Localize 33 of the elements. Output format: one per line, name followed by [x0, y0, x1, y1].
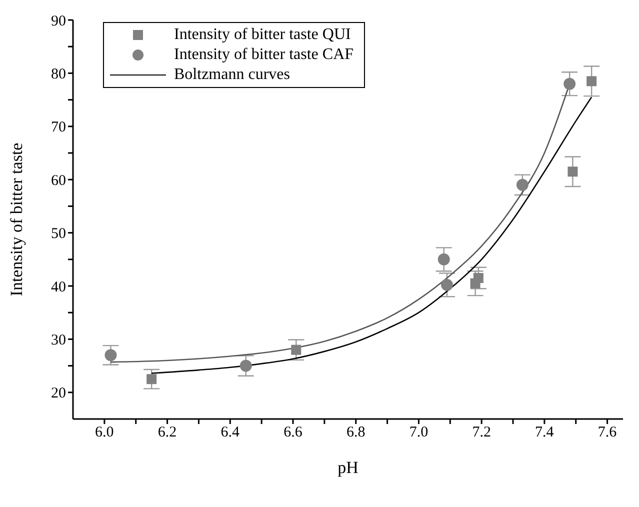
x-tick-label: 7.2	[472, 424, 491, 441]
point	[516, 178, 528, 191]
y-tick-label: 20	[51, 386, 66, 402]
y-tick-label: 30	[51, 332, 66, 349]
point	[441, 278, 453, 291]
x-tick-label: 7.0	[409, 424, 428, 441]
point	[438, 253, 450, 266]
point	[564, 78, 576, 90]
point	[473, 273, 484, 284]
legend-label: Intensity of bitter taste QUI	[174, 26, 351, 44]
legend-label: Boltzmann curves	[174, 66, 290, 84]
x-axis-title: pH	[338, 458, 358, 477]
point	[291, 344, 302, 355]
y-tick-label: 70	[51, 120, 66, 136]
x-tick-label: 6.6	[284, 424, 303, 441]
y-tick-label: 40	[51, 279, 66, 296]
y-tick-label: 80	[51, 66, 66, 83]
y-tick-label: 60	[51, 172, 66, 189]
point	[586, 76, 597, 86]
point	[146, 374, 157, 384]
legend-label: Intensity of bitter taste CAF	[174, 46, 354, 64]
y-tick-label: 50	[51, 226, 66, 242]
y-tick-label: 90	[51, 13, 66, 30]
x-tick-label: 6.4	[220, 424, 240, 441]
x-tick-label: 6.8	[346, 424, 366, 441]
point	[240, 360, 252, 372]
point	[568, 166, 578, 177]
point	[104, 349, 117, 362]
x-tick-label: 6.0	[95, 424, 114, 441]
x-tick-label: 6.2	[158, 424, 177, 441]
x-tick-label: 7.6	[598, 424, 618, 441]
x-tick-label: 7.4	[535, 424, 554, 441]
y-axis-title: Intensity of bitter taste	[7, 142, 26, 296]
